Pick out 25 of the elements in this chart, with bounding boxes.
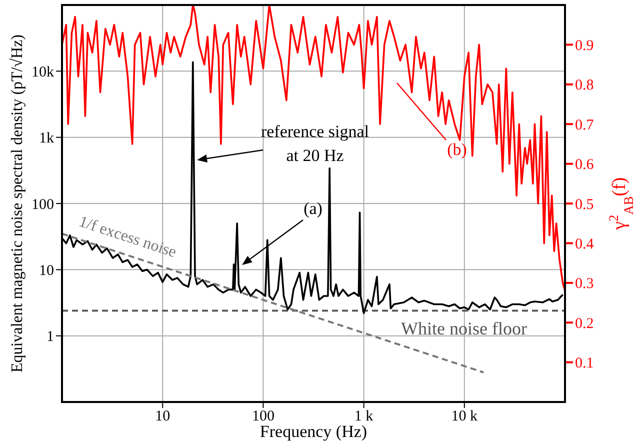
y2-tick-label: 0.6 [575,157,594,174]
y2-tick-label: 0.4 [575,236,594,253]
annotation: reference signal at 20 Hz [260,122,370,165]
x-tick-label: 10 [155,408,170,425]
x-tick-label: 100 [252,408,274,425]
y2-tick-label: 0.1 [575,356,594,372]
annotation: (a) [304,199,322,218]
y2-tick-label: 0.9 [575,38,594,54]
y2-tick-label: 0.7 [575,117,594,134]
y2-tick-label: 0.5 [575,196,594,213]
y2-tick-label: 0.2 [575,316,594,332]
ref-line-label: White noise floor [401,318,527,339]
y-axis-title: Equivalent magnetic noise spectral density (pT/√Hz) [9,34,26,373]
y-tick-label: 1k [39,130,54,147]
x-tick-label: 1 k [354,408,374,425]
y-tick-label: 10k [32,64,54,80]
x-axis-title: Frequency (Hz) [260,422,368,441]
y2-tick-label: 0.8 [575,78,594,94]
y-tick-label: 10 [39,262,54,279]
y-tick-label: 1 [46,329,54,346]
text: 1/f excess noise [76,213,178,262]
y-tick-label: 100 [32,196,54,213]
y2-tick-label: 0.3 [575,276,594,292]
annotation: (b) [447,140,467,159]
x-tick-label: 10 k [451,408,478,425]
